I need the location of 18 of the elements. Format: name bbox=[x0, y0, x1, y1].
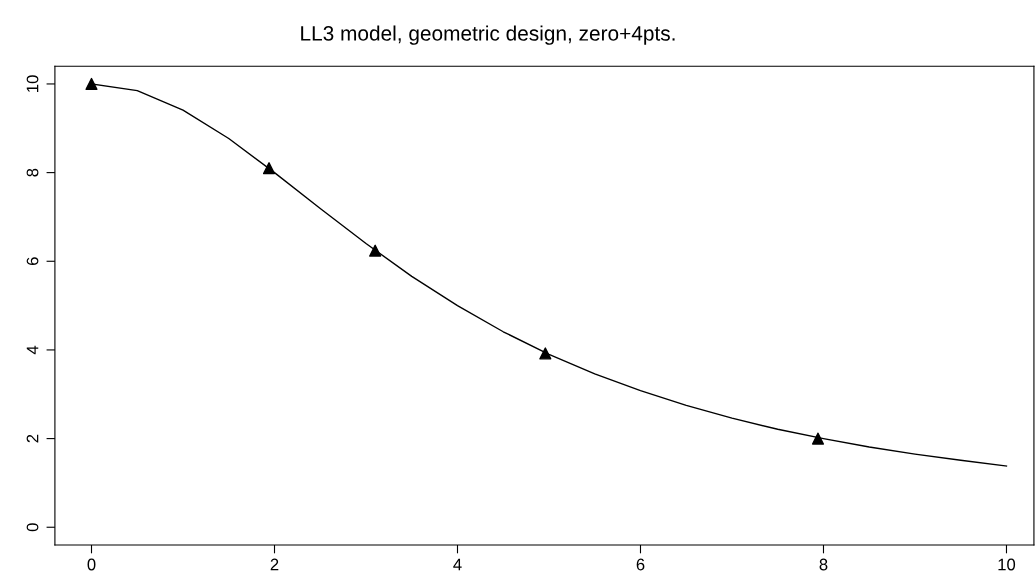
x-tick-label: 0 bbox=[87, 558, 96, 571]
y-tick-label: 2 bbox=[26, 434, 39, 443]
point bbox=[811, 432, 825, 445]
x-tick-label: 6 bbox=[636, 558, 645, 571]
point bbox=[85, 77, 98, 91]
chart-title: LL3 model, geometric design, zero+4pts. bbox=[301, 25, 675, 45]
y-tick-label: 10 bbox=[26, 75, 39, 92]
x-tick-label: 10 bbox=[998, 558, 1016, 571]
y-tick-label: 8 bbox=[26, 168, 39, 177]
y-tick-label: 6 bbox=[26, 257, 39, 266]
x-tick-label: 4 bbox=[453, 558, 462, 571]
y-tick-label: 0 bbox=[26, 523, 39, 532]
y-tick-label: 4 bbox=[26, 345, 39, 355]
point bbox=[262, 162, 276, 175]
x-tick-label: 8 bbox=[819, 558, 828, 571]
point bbox=[539, 347, 552, 360]
point bbox=[369, 244, 382, 257]
x-tick-label: 2 bbox=[270, 558, 279, 571]
